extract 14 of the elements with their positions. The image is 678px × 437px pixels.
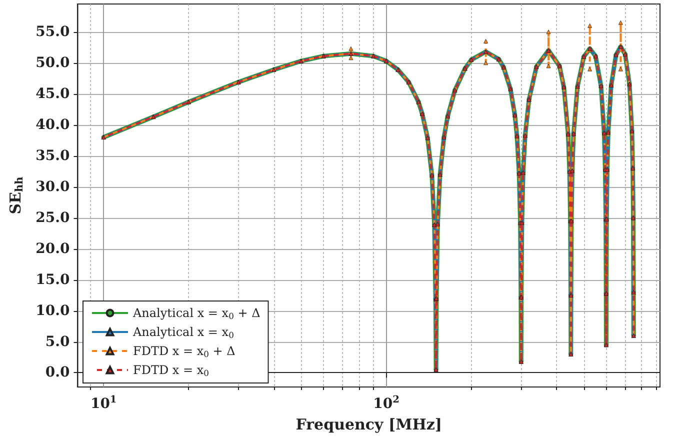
y-tick-label: 40.0: [36, 116, 70, 133]
y-tick-label: 25.0: [36, 210, 70, 226]
y-tick-label: 35.0: [36, 148, 70, 164]
y-tick-label: 55.0: [36, 24, 70, 40]
y-tick-label: 20.0: [36, 240, 70, 257]
y-tick-label: 50.0: [36, 54, 70, 71]
y-tick-label: 0.0: [45, 364, 70, 381]
y-tick-label: 10.0: [36, 302, 70, 319]
y-tick-label: 5.0: [45, 334, 70, 350]
x-axis-title: Frequency [MHz]: [296, 416, 442, 434]
y-axis-title: SEhh: [6, 176, 26, 214]
y-tick-label: 15.0: [36, 272, 70, 288]
y-tick-label: 45.0: [36, 86, 70, 102]
y-tick-label: 30.0: [36, 178, 70, 195]
